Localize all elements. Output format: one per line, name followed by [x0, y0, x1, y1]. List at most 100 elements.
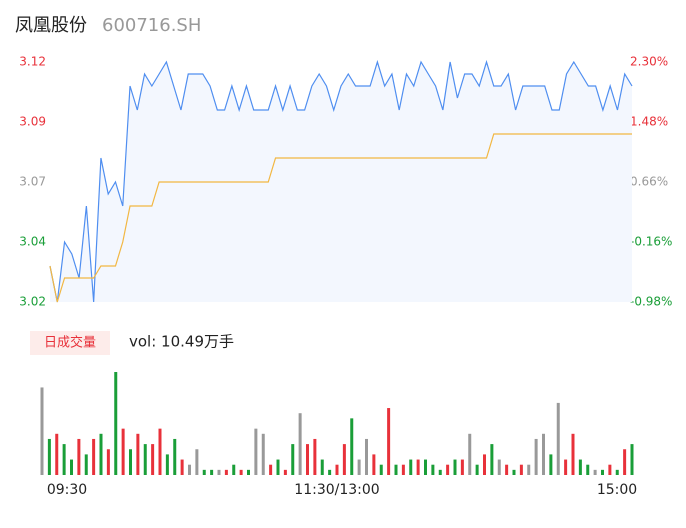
volume-bar	[328, 469, 332, 475]
volume-bar	[578, 459, 582, 475]
volume-bar	[62, 444, 66, 475]
volume-bar	[460, 459, 464, 475]
x-tick-label: 11:30/13:00	[294, 482, 379, 498]
volume-bar	[47, 438, 51, 475]
volume-bar	[475, 464, 479, 475]
volume-bar	[106, 449, 110, 475]
volume-bar	[379, 464, 383, 475]
volume-bar	[571, 433, 575, 475]
volume-bar	[180, 459, 184, 475]
volume-bar	[394, 464, 398, 475]
volume-bar	[564, 459, 568, 475]
volume-bar	[254, 428, 258, 475]
y2-tick-label: 2.30%	[630, 55, 668, 69]
volume-bar	[468, 433, 472, 475]
volume-bar	[224, 469, 228, 475]
volume-bar	[401, 464, 405, 475]
volume-bar	[298, 413, 302, 475]
chart-subtitle: 600716.SH	[102, 15, 201, 36]
volume-bar	[202, 469, 206, 475]
volume-bar	[269, 464, 273, 475]
volume-bar	[129, 449, 132, 475]
volume-bar	[217, 469, 221, 475]
volume-bar	[173, 438, 177, 475]
volume-bar	[483, 454, 486, 475]
volume-bar	[195, 449, 199, 475]
volume-bar	[99, 433, 103, 475]
volume-bar	[210, 469, 214, 475]
volume-bar	[357, 459, 361, 475]
volume-bar	[490, 444, 494, 475]
volume-bar	[542, 433, 545, 475]
volume-bar	[291, 444, 295, 475]
volume-bar	[608, 464, 612, 475]
volume-bar	[335, 464, 339, 475]
volume-bar	[136, 433, 140, 475]
volume-bar	[55, 433, 59, 475]
volume-bar	[261, 433, 265, 475]
volume-bar	[387, 408, 391, 475]
volume-bar	[497, 459, 501, 475]
volume-bar	[165, 454, 169, 475]
volume-label: 日成交量	[44, 335, 96, 351]
x-tick-label: 09:30	[47, 482, 87, 498]
volume-bar	[276, 459, 280, 475]
y2-tick-label: -0.98%	[630, 295, 672, 309]
volume-bar	[365, 438, 368, 475]
y-tick-label: 3.07	[19, 175, 46, 189]
volume-bar	[512, 469, 516, 475]
price-area	[50, 62, 632, 302]
volume-bar	[601, 469, 604, 475]
chart-title: 凤凰股份	[15, 15, 87, 36]
volume-bar	[505, 464, 509, 475]
y-tick-label: 3.04	[19, 235, 46, 249]
volume-bar	[247, 469, 250, 475]
volume-bar	[593, 469, 597, 475]
volume-bar	[188, 464, 191, 475]
volume-bar	[549, 454, 553, 475]
y-tick-label: 3.12	[19, 55, 46, 69]
volume-bar	[630, 444, 634, 475]
volume-bar	[306, 444, 309, 475]
volume-bar	[556, 402, 560, 475]
volume-bar	[446, 464, 450, 475]
volume-bar	[416, 459, 420, 475]
volume-bar	[424, 459, 427, 475]
y2-tick-label: 1.48%	[630, 115, 668, 129]
volume-bar	[615, 469, 619, 475]
volume-bar	[239, 469, 243, 475]
y2-tick-label: -0.16%	[630, 235, 672, 249]
volume-bar	[320, 459, 324, 475]
volume-bar	[114, 372, 118, 475]
volume-bar	[40, 387, 44, 475]
volume-bar	[527, 464, 531, 475]
volume-bar	[232, 464, 236, 475]
volume-bar	[623, 449, 627, 475]
y-tick-label: 3.02	[19, 295, 46, 309]
volume-bar	[84, 454, 88, 475]
volume-bar	[519, 464, 523, 475]
volume-bar	[586, 464, 590, 475]
volume-total: vol: 10.49万手	[129, 333, 234, 351]
volume-bar	[283, 469, 287, 475]
volume-bar	[70, 459, 73, 475]
volume-bar	[342, 444, 346, 475]
average-line	[49, 133, 632, 303]
volume-bar	[438, 469, 442, 475]
volume-badge	[30, 331, 110, 355]
volume-bar	[158, 428, 162, 475]
volume-bar	[143, 444, 147, 475]
volume-bar	[453, 459, 457, 475]
y-tick-label: 3.09	[19, 115, 46, 129]
volume-bar	[151, 444, 155, 475]
volume-bar	[121, 428, 125, 475]
volume-bar	[372, 454, 376, 475]
volume-bar	[431, 464, 435, 475]
volume-bar	[77, 438, 81, 475]
y2-tick-label: 0.66%	[630, 175, 668, 189]
volume-bar	[534, 438, 538, 475]
price-line	[49, 59, 633, 303]
volume-bar	[350, 418, 354, 475]
volume-bar	[409, 459, 413, 475]
volume-bar	[313, 438, 317, 475]
